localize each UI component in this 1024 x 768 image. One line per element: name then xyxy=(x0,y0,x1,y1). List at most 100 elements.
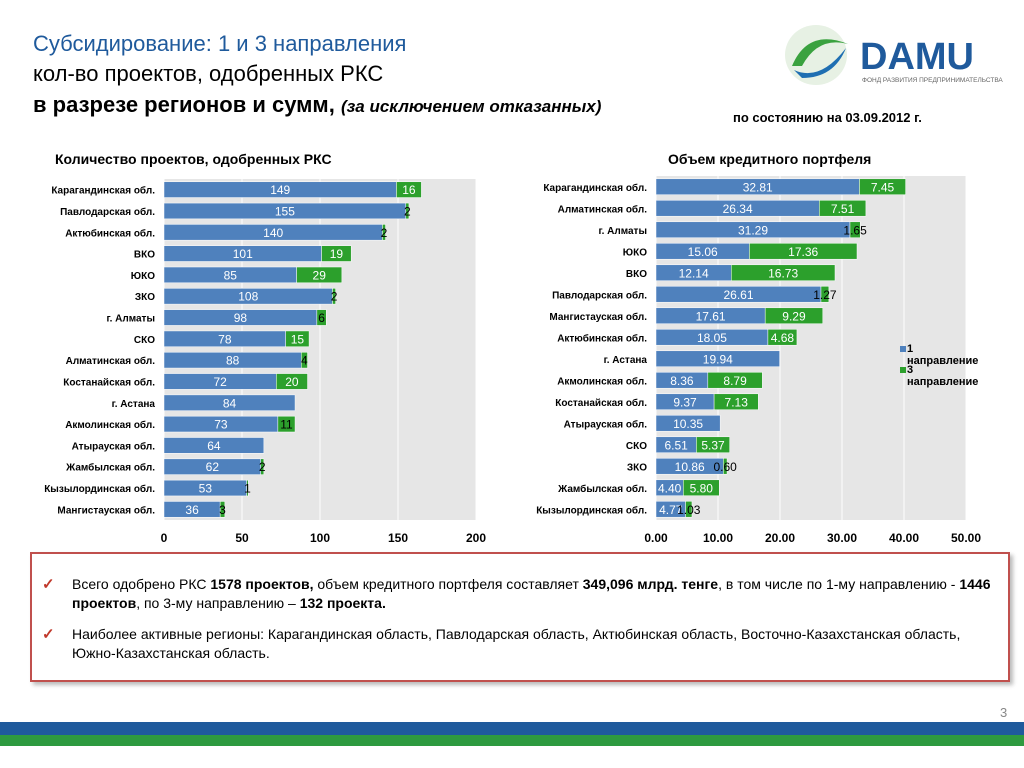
category-label: Карагандинская обл. xyxy=(543,182,647,194)
data-label: 26.61 xyxy=(723,288,753,302)
x-tick-label: 0.00 xyxy=(644,531,668,545)
data-label: 5.80 xyxy=(690,481,714,495)
data-label: 5.37 xyxy=(701,438,725,452)
data-label: 149 xyxy=(270,183,290,197)
category-label: СКО xyxy=(134,335,155,346)
data-label: 26.34 xyxy=(723,202,753,216)
data-label: 98 xyxy=(234,311,248,325)
data-label: 3 xyxy=(219,503,226,517)
bar-series2 xyxy=(296,266,343,284)
data-label: 4.68 xyxy=(771,331,795,345)
bar-series2 xyxy=(316,309,327,326)
data-label: 16 xyxy=(402,183,416,197)
category-label: Акмолинская обл. xyxy=(65,419,155,431)
data-label: 15 xyxy=(291,332,305,346)
data-label: 1.03 xyxy=(677,503,701,517)
slide-subtitle: кол-во проектов, одобренных РКС xyxy=(33,61,384,86)
bar-series2 xyxy=(767,329,798,346)
data-label: 78 xyxy=(218,332,232,346)
x-tick-label: 150 xyxy=(388,531,408,545)
category-label: ЗКО xyxy=(627,462,647,473)
category-label: Павлодарская обл. xyxy=(552,289,647,301)
x-tick-label: 50.00 xyxy=(951,531,981,545)
bar-series2 xyxy=(301,352,308,369)
category-label: г. Астана xyxy=(112,399,156,410)
bar-series2 xyxy=(332,288,336,305)
category-label: Мангистауская обл. xyxy=(57,504,155,516)
page-number: 3 xyxy=(1000,705,1008,720)
category-label: ВКО xyxy=(134,250,155,261)
data-label: 1.65 xyxy=(843,223,867,237)
data-label: 9.37 xyxy=(673,395,697,409)
subtitle-note: (за исключением отказанных) xyxy=(340,97,602,116)
bar-series2 xyxy=(849,221,861,238)
slide-subtitle-line3: в разрезе регионов и сумм, (за исключени… xyxy=(33,92,601,118)
bar-series2 xyxy=(321,245,352,262)
bar-series2 xyxy=(707,372,763,389)
category-label: Актюбинская обл. xyxy=(557,332,647,344)
bar-series2 xyxy=(859,178,906,195)
bar-series2 xyxy=(285,330,310,347)
data-label: 10.86 xyxy=(675,460,705,474)
category-label: Жамбылская обл. xyxy=(557,483,647,495)
bar-series2 xyxy=(749,243,858,260)
bar-series1 xyxy=(163,437,265,454)
data-label: 12.14 xyxy=(679,266,709,280)
bar-series2 xyxy=(764,307,824,324)
damu-logo: DAMU ФОНД РАЗВИТИЯ ПРЕДПРИНИМАТЕЛЬСТВА xyxy=(778,22,1008,92)
data-label: 19 xyxy=(330,247,344,261)
category-label: г. Алматы xyxy=(106,314,155,325)
text-run: объем кредитного портфеля составляет xyxy=(313,576,583,592)
data-label: 6.51 xyxy=(665,438,689,452)
bar-series2 xyxy=(819,200,867,217)
summary-box: ✓ Всего одобрено РКС 1578 проектов, объе… xyxy=(30,552,1010,682)
bar-series2 xyxy=(820,286,830,303)
text-run: Всего одобрено РКС xyxy=(72,576,211,592)
data-label: 19.94 xyxy=(703,352,733,366)
data-label: 8.36 xyxy=(670,374,694,388)
data-label: 84 xyxy=(223,396,237,410)
bar-series2 xyxy=(731,264,836,281)
bar-series2 xyxy=(396,181,422,198)
logo-name: DAMU xyxy=(860,36,974,78)
footer-bar-blue xyxy=(0,722,1024,735)
legend-label: 1 направление xyxy=(907,343,979,367)
legend-swatch-series1 xyxy=(900,346,906,352)
portfolio-amount: 349,096 млрд. тенге xyxy=(582,576,719,592)
x-tick-label: 10.00 xyxy=(703,531,733,545)
bar-series1 xyxy=(163,394,296,411)
check-icon: ✓ xyxy=(42,626,55,643)
bar-series2 xyxy=(246,479,249,497)
data-label: 2 xyxy=(259,460,266,474)
category-label: Атырауская обл. xyxy=(564,418,648,430)
data-label: 16.73 xyxy=(768,266,798,280)
data-label: 108 xyxy=(238,290,258,304)
bar-series1 xyxy=(655,415,721,432)
category-label: Кызылординская обл. xyxy=(536,504,647,516)
data-label: 11 xyxy=(280,418,293,432)
data-label: 73 xyxy=(214,418,228,432)
legend-label: 3 направление xyxy=(907,364,979,388)
data-label: 1 xyxy=(244,482,251,496)
category-label: Костанайская обл. xyxy=(63,376,155,388)
category-label: Мангистауская обл. xyxy=(549,311,647,323)
x-tick-label: 50 xyxy=(235,531,249,545)
category-label: ЮКО xyxy=(623,247,647,258)
bar-series2 xyxy=(696,436,730,453)
data-label: 155 xyxy=(275,204,295,218)
logo-tagline: ФОНД РАЗВИТИЯ ПРЕДПРИНИМАТЕЛЬСТВА xyxy=(862,77,1003,84)
data-label: 17.61 xyxy=(696,309,726,323)
bar-series1 xyxy=(655,350,780,367)
data-label: 88 xyxy=(226,354,240,368)
data-label: 18.05 xyxy=(697,331,727,345)
chart2-title: Объем кредитного портфеля xyxy=(668,151,872,167)
category-label: Акмолинская обл. xyxy=(557,375,647,387)
bar-series2 xyxy=(685,501,693,518)
data-label: 140 xyxy=(263,226,283,240)
data-label: 64 xyxy=(207,439,221,453)
category-label: Атырауская обл. xyxy=(72,440,156,452)
data-label: 4.77 xyxy=(659,503,683,517)
data-label: 7.45 xyxy=(871,180,895,194)
data-label: 7.13 xyxy=(725,395,749,409)
